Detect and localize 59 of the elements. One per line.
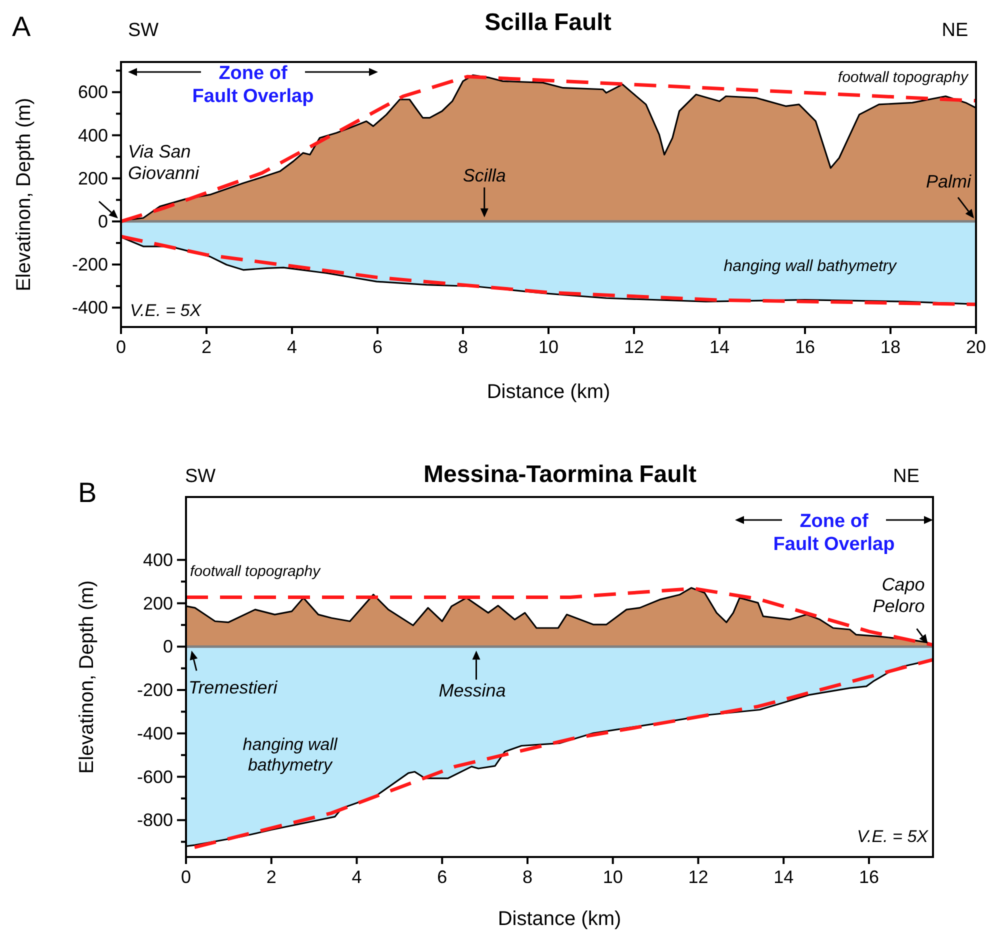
text: SW: [128, 20, 159, 41]
y-tick-label: -400: [72, 298, 108, 318]
y-tick-label: 600: [78, 82, 108, 102]
x-tick-label: 6: [372, 337, 383, 357]
y-tick-label: -600: [136, 766, 173, 787]
annotation: Scilla: [462, 165, 506, 186]
x-tick-label: 4: [286, 337, 298, 357]
y-tick-label: 0: [162, 636, 173, 657]
x-tick-label: 10: [538, 337, 559, 357]
text: B: [78, 477, 97, 508]
x-axis-title: Distance (km): [486, 381, 610, 403]
annotation: Tremestieri: [188, 678, 278, 698]
x-tick-label: 2: [266, 867, 276, 887]
y-tick-label: 400: [78, 125, 108, 146]
annotation: Zone of Fault Overlap: [192, 63, 314, 107]
text: SW: [185, 466, 216, 487]
x-tick-label: 12: [624, 337, 644, 357]
chart-title: Messina-Taormina Fault: [424, 461, 696, 488]
y-tick-label: 200: [142, 593, 173, 614]
x-tick-label: 16: [858, 867, 879, 887]
x-tick-label: 12: [688, 867, 708, 887]
x-tick-label: 14: [774, 867, 794, 887]
y-tick-label: 200: [78, 168, 108, 188]
chart-title: Scilla Fault: [484, 9, 612, 36]
series-label: hanging wall bathymetry: [242, 735, 338, 774]
annotation: V.E. = 5X: [130, 301, 202, 320]
y-axis-title: Elevatinon, Depth (m): [76, 580, 98, 774]
annotation: Palmi: [926, 171, 972, 192]
x-tick-label: 6: [437, 867, 448, 887]
annotation: Via San Giovanni: [128, 141, 200, 184]
x-tick-label: 16: [794, 337, 816, 357]
annotation: V.E. = 5X: [856, 827, 929, 846]
x-tick-label: 4: [352, 867, 362, 887]
series-label: footwall topography: [838, 69, 970, 86]
x-tick-label: 10: [602, 867, 623, 887]
text: A: [12, 11, 31, 42]
annotation: Zone of Fault Overlap: [773, 511, 895, 555]
x-tick-label: 20: [966, 337, 986, 357]
y-tick-label: -800: [136, 810, 173, 830]
text: NE: [942, 20, 968, 41]
x-tick-label: 8: [458, 337, 468, 357]
y-axis-title: Elevatinon, Depth (m): [13, 98, 35, 292]
annotation: Messina: [438, 680, 506, 701]
y-tick-label: 400: [142, 550, 173, 570]
annotation: Capo Peloro: [872, 574, 925, 616]
y-tick-label: -200: [72, 254, 108, 275]
y-tick-label: 0: [98, 211, 108, 232]
x-tick-label: 2: [201, 337, 212, 357]
x-tick-label: 8: [522, 867, 532, 887]
x-tick-label: 0: [116, 337, 126, 357]
series-label: footwall topography: [190, 563, 322, 580]
y-tick-label: -400: [136, 723, 173, 744]
x-axis-title: Distance (km): [498, 908, 622, 930]
y-tick-label: -200: [136, 680, 173, 700]
text: NE: [893, 466, 920, 487]
x-tick-label: 0: [180, 867, 192, 887]
x-tick-label: 18: [880, 337, 901, 357]
x-tick-label: 14: [709, 337, 730, 357]
series-label: hanging wall bathymetry: [724, 258, 898, 275]
